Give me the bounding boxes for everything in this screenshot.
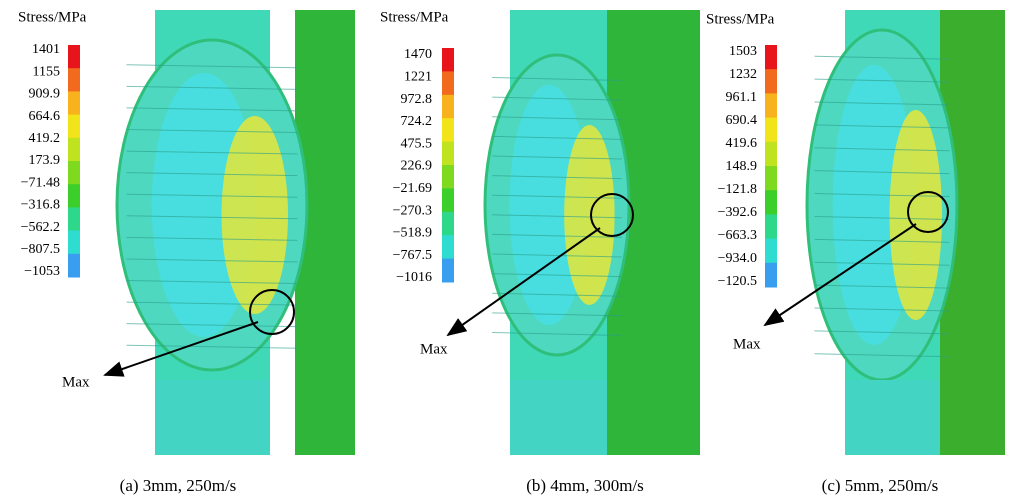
color-segment	[68, 254, 80, 278]
legend-label: 1232	[729, 67, 757, 82]
pipe-lower	[510, 380, 607, 455]
legend-title: Stress/MPa	[18, 9, 87, 25]
color-segment	[68, 207, 80, 231]
legend-label: −21.69	[393, 181, 432, 196]
pipe-lower	[845, 380, 940, 455]
legend-label: −562.2	[21, 220, 60, 235]
hot-zone	[890, 110, 943, 320]
color-segment	[68, 45, 80, 69]
color-segment	[68, 68, 80, 92]
figure: Stress/MPa 1401 1155 909.9 664.6 419.2 173.9 −7…	[0, 0, 1014, 500]
legend-label: 1221	[404, 70, 432, 85]
color-segment	[442, 142, 454, 166]
caption: (b) 4mm, 300m/s	[526, 476, 644, 495]
legend-label: 972.8	[401, 92, 433, 107]
color-segment	[442, 235, 454, 259]
max-label: Max	[420, 341, 448, 357]
legend-label: 226.9	[401, 159, 433, 174]
hot-zone	[564, 125, 614, 305]
color-segment	[442, 165, 454, 189]
color-segment	[442, 48, 454, 72]
legend-label: 173.9	[29, 153, 61, 168]
legend-label: −1053	[24, 264, 60, 279]
color-segment	[765, 93, 777, 118]
legend-label: 1503	[729, 44, 757, 59]
legend-label: 475.5	[401, 136, 433, 151]
legend-label: 1470	[404, 47, 432, 62]
color-segment	[442, 71, 454, 95]
legend-label: 1401	[32, 42, 60, 57]
max-label: Max	[733, 336, 761, 352]
color-segment	[68, 138, 80, 162]
color-segment	[765, 118, 777, 143]
legend-label: −392.6	[718, 205, 757, 220]
color-segment	[68, 231, 80, 255]
color-segment	[442, 212, 454, 236]
caption: (a) 3mm, 250m/s	[120, 476, 237, 495]
legend-label: 664.6	[29, 109, 61, 124]
color-segment	[765, 190, 777, 215]
caption: (c) 5mm, 250m/s	[822, 476, 939, 495]
legend-label: 909.9	[29, 87, 61, 102]
legend-label: −121.8	[718, 182, 757, 197]
hot-zone	[222, 116, 289, 314]
color-segment	[68, 91, 80, 115]
color-segment	[442, 95, 454, 119]
legend-label: −767.5	[393, 248, 432, 263]
legend-label: 690.4	[726, 113, 758, 128]
legend-label: −316.8	[21, 198, 60, 213]
color-segment	[68, 115, 80, 139]
legend-label: 961.1	[726, 90, 758, 105]
color-segment	[765, 239, 777, 264]
color-segment	[765, 214, 777, 239]
legend-label: −71.48	[21, 175, 60, 190]
legend-label: −807.5	[21, 242, 60, 257]
color-segment	[68, 184, 80, 208]
color-segment	[765, 69, 777, 94]
legend-label: −518.9	[393, 226, 432, 241]
max-label: Max	[62, 374, 90, 390]
color-segment	[765, 166, 777, 191]
legend-title: Stress/MPa	[706, 11, 775, 27]
color-segment	[68, 161, 80, 185]
legend-title: Stress/MPa	[380, 9, 449, 25]
color-segment	[765, 45, 777, 70]
legend-label: −1016	[396, 270, 432, 285]
color-segment	[442, 259, 454, 283]
legend-label: −934.0	[718, 251, 757, 266]
legend-label: −120.5	[718, 274, 757, 289]
legend-label: 419.2	[29, 131, 61, 146]
legend-label: 419.6	[726, 136, 758, 151]
legend-label: −663.3	[718, 228, 757, 243]
legend-label: 148.9	[726, 159, 758, 174]
legend-label: 724.2	[401, 114, 433, 129]
pipe-lower	[155, 380, 270, 455]
legend-label: 1155	[33, 64, 60, 79]
color-segment	[765, 263, 777, 288]
color-segment	[442, 118, 454, 142]
color-segment	[765, 142, 777, 167]
legend-label: −270.3	[393, 203, 432, 218]
color-segment	[442, 188, 454, 212]
